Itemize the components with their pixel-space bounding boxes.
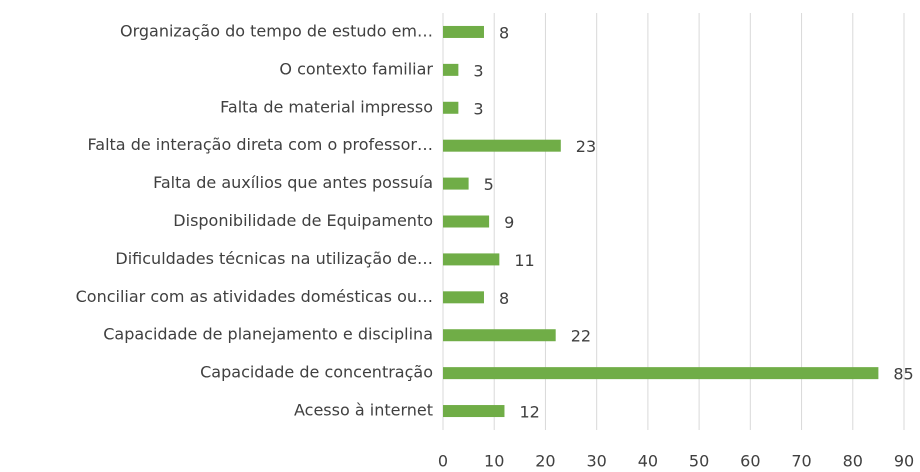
bar [443,405,505,418]
y-tick-label: Capacidade de concentração [200,363,433,382]
data-label: 23 [576,137,596,156]
x-tick-label: 50 [689,452,709,471]
bar [443,139,561,152]
bar [443,215,490,228]
bar [443,291,484,304]
y-tick-label: Capacidade de planejamento e disciplina [103,325,433,344]
data-label: 11 [514,251,534,270]
bar [443,101,459,114]
y-tick-label: Disponibilidade de Equipamento [173,211,433,230]
bar [443,63,459,76]
y-tick-label: Falta de material impresso [220,97,433,116]
x-tick-label: 70 [791,452,811,471]
data-label: 8 [499,289,509,308]
bar [443,329,556,342]
y-tick-label: Acesso à internet [294,401,433,420]
data-label: 9 [504,213,514,232]
data-label: 12 [519,403,539,422]
data-label: 3 [473,99,483,118]
x-tick-label: 40 [638,452,658,471]
y-tick-label: Dificuldades técnicas na utilização de… [115,249,433,268]
x-tick-label: 0 [438,452,448,471]
y-tick-label: O contexto familiar [279,59,433,78]
bar [443,367,879,380]
x-tick-label: 80 [843,452,863,471]
bar [443,253,500,266]
x-tick-label: 60 [740,452,760,471]
bar [443,177,469,190]
data-label: 8 [499,23,509,42]
data-label: 85 [893,365,913,384]
x-tick-label: 20 [535,452,555,471]
data-label: 3 [473,61,483,80]
y-tick-label: Falta de interação direta com o professo… [88,135,433,154]
bar [443,25,484,38]
data-label: 5 [484,175,494,194]
x-tick-label: 90 [894,452,914,471]
x-tick-label: 30 [586,452,606,471]
y-tick-label: Falta de auxílios que antes possuía [153,173,433,192]
y-tick-label: Conciliar com as atividades domésticas o… [76,287,433,306]
x-tick-label: 10 [484,452,504,471]
data-label: 22 [571,327,591,346]
y-tick-label: Organização do tempo de estudo em… [120,21,433,40]
